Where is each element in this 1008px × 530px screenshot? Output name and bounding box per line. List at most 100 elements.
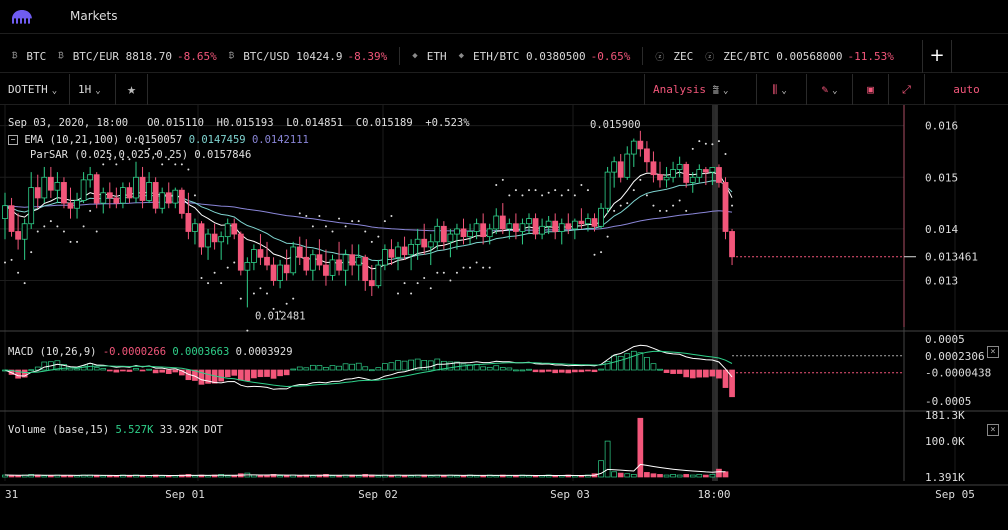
candle-body xyxy=(93,174,100,204)
volume-tick-label: 181.3K xyxy=(925,409,965,422)
add-ticker-button[interactable]: + xyxy=(922,40,952,73)
price-chart[interactable]: 0.016 0.015 0.014 0.013 0.013461 0.015900 0.01… xyxy=(0,105,1008,530)
chart-settings-icon[interactable]: ▣ xyxy=(852,74,888,105)
interval-select[interactable]: 1H ⌄ xyxy=(70,74,116,105)
sar-dot xyxy=(665,209,668,212)
candle-body xyxy=(447,233,454,243)
candle-body xyxy=(585,218,591,225)
macd-histogram-bar xyxy=(74,368,80,371)
ticker-btc-usd[interactable]: ₿ BTC/USD 10424.9 -8.39% xyxy=(217,40,401,72)
candle-body xyxy=(257,249,264,258)
candle-body xyxy=(552,220,559,232)
collapse-icon[interactable]: − xyxy=(8,135,18,145)
macd-histogram-bar xyxy=(159,369,166,373)
candle-body xyxy=(303,256,310,271)
sar-dot xyxy=(141,142,144,145)
sar-dot xyxy=(482,266,485,269)
sar-dot xyxy=(528,189,530,192)
volume-bar xyxy=(722,471,729,478)
sar-dot xyxy=(455,271,458,274)
sar-dot xyxy=(252,292,255,295)
macd-signal-line xyxy=(4,350,733,388)
ticker-zec[interactable]: ⓩ ZEC xyxy=(643,40,693,72)
sar-dot xyxy=(128,158,131,161)
candle-body xyxy=(388,249,395,258)
candle-body xyxy=(663,176,670,181)
close-macd-icon[interactable]: × xyxy=(987,346,999,358)
zcash-icon: ⓩ xyxy=(705,52,715,63)
macd-histogram-bar xyxy=(480,366,486,371)
candle-body xyxy=(87,174,94,181)
macd-histogram-bar xyxy=(441,360,447,371)
volume-bar xyxy=(683,474,690,478)
sar-dot xyxy=(547,191,550,194)
macd-histogram-bar xyxy=(218,369,224,382)
candle-body xyxy=(657,174,663,181)
candle-body xyxy=(598,207,604,227)
sar-dot xyxy=(514,189,517,192)
indicators-icon: ⩰ xyxy=(712,83,720,96)
candle-body xyxy=(28,187,35,225)
ticker-eth-btc[interactable]: ◆ ETH/BTC 0.0380500 -0.65% xyxy=(447,40,644,72)
ema-100-line xyxy=(4,201,733,232)
candle-body xyxy=(591,218,598,227)
drawing-tools-select[interactable]: ✎ ⌄ xyxy=(806,74,852,105)
chevron-down-icon: ⌄ xyxy=(51,86,58,96)
candle-body xyxy=(696,169,703,178)
sar-dot xyxy=(187,168,190,171)
chart-type-select[interactable]: ⫼ ⌄ xyxy=(756,74,802,105)
candle-body xyxy=(702,169,709,173)
scale-mode-button[interactable]: auto xyxy=(924,74,1008,105)
ticker-bar: ₿ BTC ₿ BTC/EUR 8818.70 -8.65% ₿ BTC/USD 10424… xyxy=(0,40,1008,73)
sar-dot xyxy=(573,194,576,197)
candle-body xyxy=(165,192,172,204)
volume-bar xyxy=(401,475,408,478)
macd-histogram-bar xyxy=(303,367,310,371)
candle-body xyxy=(349,254,356,266)
macd-histogram-bar xyxy=(382,363,388,371)
favorite-star-icon[interactable]: ★ xyxy=(116,74,148,105)
macd-histogram-bar xyxy=(106,369,113,372)
sar-dot xyxy=(43,225,46,228)
macd-histogram-bar xyxy=(205,369,211,384)
symbol-select[interactable]: DOTETH ⌄ xyxy=(0,74,70,105)
candle-body xyxy=(336,259,342,271)
candle-body xyxy=(650,161,657,176)
ticker-divider xyxy=(399,47,401,65)
sar-dot xyxy=(534,189,537,192)
sar-dot xyxy=(403,282,406,285)
macd-histogram-bar xyxy=(644,357,650,371)
macd-histogram-bar xyxy=(126,369,133,372)
fullscreen-icon[interactable]: ⤢ xyxy=(888,74,924,105)
ticker-btc[interactable]: ₿ BTC xyxy=(0,40,46,72)
sar-dot xyxy=(76,240,79,243)
close-volume-icon[interactable]: × xyxy=(987,424,999,436)
ticker-btc-eur[interactable]: ₿ BTC/EUR 8818.70 -8.65% xyxy=(46,40,217,72)
candle-body xyxy=(80,179,87,201)
ohlc-legend: Sep 03, 2020, 18:00 O0.015110 H0.015193 … xyxy=(8,117,470,129)
macd-histogram-bar xyxy=(493,365,500,371)
chart-toolbar: DOTETH ⌄ 1H ⌄ ★ Analysis ⩰ ⌄ ⫼ ⌄ ✎ ⌄ ▣ ⤢ auto xyxy=(0,74,1008,105)
sar-dot xyxy=(724,153,727,156)
sar-dot xyxy=(207,282,210,285)
macd-legend: MACD (10,26,9) -0.0000266 0.0003663 0.00… xyxy=(8,346,293,358)
macd-histogram-bar xyxy=(310,364,316,371)
macd-histogram-bar xyxy=(519,369,526,372)
candle-body xyxy=(152,182,159,209)
candle-body xyxy=(460,228,467,238)
candle-body xyxy=(250,249,257,263)
ticker-eth[interactable]: ◆ ETH xyxy=(400,40,446,72)
macd-tick-label: -0.0000438 xyxy=(925,367,991,380)
candle-body xyxy=(499,215,506,230)
macd-histogram-bar xyxy=(558,369,565,373)
macd-histogram-bar xyxy=(34,366,41,371)
chart-area[interactable]: 0.016 0.015 0.014 0.013 0.013461 0.015900 0.01… xyxy=(0,105,1008,530)
analysis-menu[interactable]: Analysis ⩰ ⌄ xyxy=(644,74,748,105)
kraken-logo-icon[interactable] xyxy=(10,9,34,25)
ticker-label: ZEC/BTC 0.00568000 xyxy=(723,49,843,63)
analysis-label: Analysis xyxy=(653,83,706,96)
sar-dot xyxy=(298,212,301,215)
sar-dot xyxy=(521,194,524,197)
legend-high: H0.015193 xyxy=(216,117,274,129)
ticker-zec-btc[interactable]: ⓩ ZEC/BTC 0.00568000 -11.53% xyxy=(693,40,894,72)
